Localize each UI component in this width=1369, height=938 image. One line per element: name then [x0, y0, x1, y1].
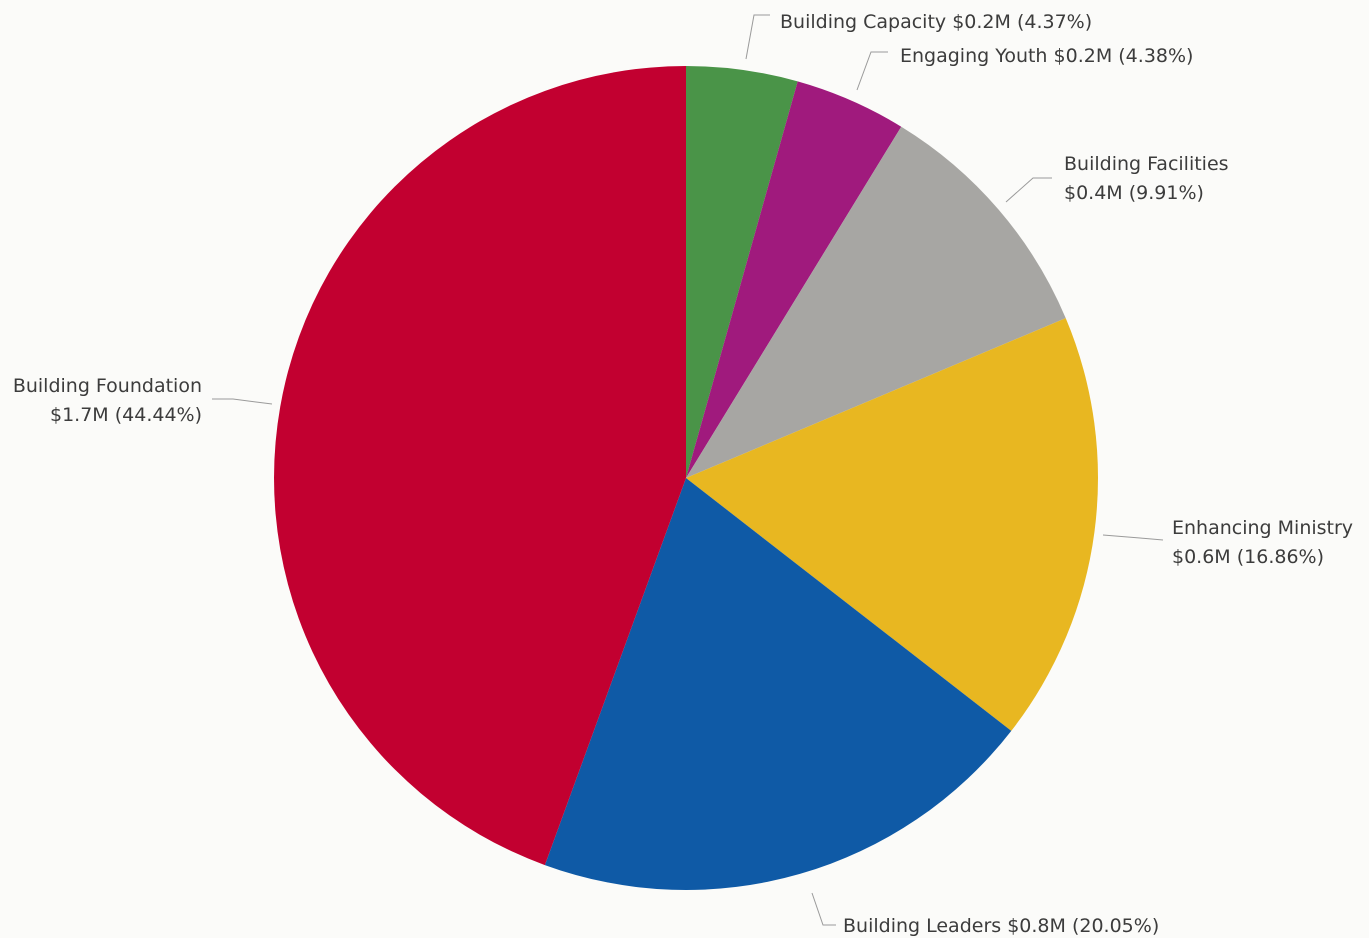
data-label-name: Engaging Youth	[900, 45, 1047, 67]
slice-building-facilities[interactable]	[686, 126, 1066, 478]
data-label-value: $1.7M	[50, 404, 109, 426]
leader-line-building-foundation	[212, 398, 273, 405]
slice-engaging-youth[interactable]	[686, 81, 902, 479]
data-label-building-capacity: Building Capacity $0.2M (4.37%)	[780, 11, 1092, 33]
leader-line-building-capacity	[745, 14, 770, 60]
data-label-engaging-youth: Engaging Youth $0.2M (4.38%)	[900, 45, 1193, 67]
leader-line-enhancing-ministry	[1102, 534, 1164, 541]
data-label-name: Building Facilities	[1064, 153, 1229, 175]
data-label-building-foundation: Building Foundation $1.7M (44.44%)	[13, 375, 202, 426]
leader-lines	[212, 14, 1164, 926]
data-label-enhancing-ministry: Enhancing Ministry $0.6M (16.86%)	[1172, 517, 1353, 568]
data-label-percent: (20.05%)	[1066, 915, 1159, 937]
leader-line-building-facilities	[1005, 177, 1052, 203]
data-label-percent: (44.44%)	[109, 404, 202, 426]
data-labels: Building Capacity $0.2M (4.37%) Engaging …	[13, 11, 1353, 937]
data-label-name: Building Leaders	[843, 915, 1001, 937]
data-label-building-facilities: Building Facilities $0.4M (9.91%)	[1064, 153, 1229, 204]
data-label-percent: (16.86%)	[1231, 546, 1324, 568]
data-label-value: $0.4M	[1064, 182, 1123, 204]
pie-slices	[274, 66, 1098, 890]
data-label-value: $0.2M	[1047, 45, 1112, 67]
slice-enhancing-ministry[interactable]	[686, 318, 1098, 731]
data-label-name: Enhancing Ministry	[1172, 517, 1353, 539]
data-label-percent: (4.37%)	[1011, 11, 1092, 33]
leader-line-building-leaders	[811, 892, 836, 926]
data-label-percent: (9.91%)	[1123, 182, 1204, 204]
data-label-value: $0.6M	[1172, 546, 1231, 568]
data-label-value: $0.2M	[946, 11, 1011, 33]
data-label-name: Building Capacity	[780, 11, 946, 33]
data-label-name: Building Foundation	[13, 375, 202, 397]
data-label-percent: (4.38%)	[1112, 45, 1193, 67]
data-label-value: $0.8M	[1001, 915, 1066, 937]
slice-building-foundation[interactable]	[274, 66, 686, 866]
data-label-building-leaders: Building Leaders $0.8M (20.05%)	[843, 915, 1159, 937]
leader-line-engaging-youth	[856, 51, 888, 91]
slice-building-capacity[interactable]	[686, 66, 798, 478]
slice-building-leaders[interactable]	[544, 478, 1012, 890]
